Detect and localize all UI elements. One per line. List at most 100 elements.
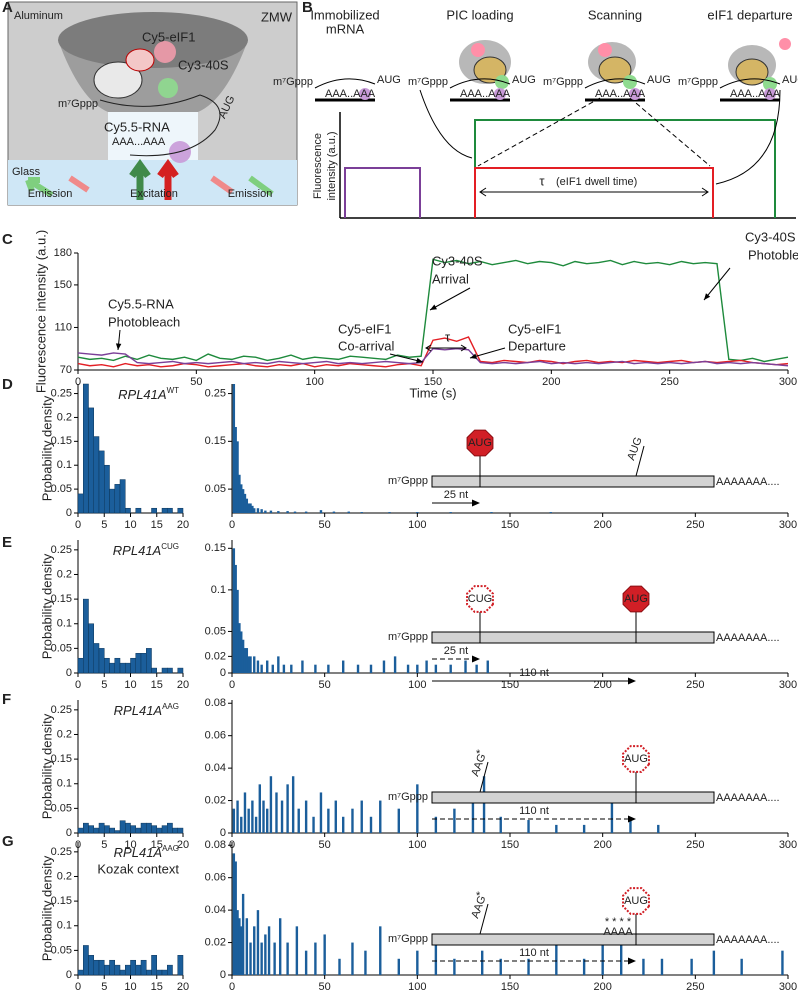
y-tick-label: 110 (54, 321, 72, 333)
site-mark: * (476, 748, 481, 760)
bar (161, 667, 168, 674)
bar (319, 792, 323, 833)
bar (140, 822, 147, 834)
annotation-arrow (429, 287, 471, 311)
site-label: AUG (468, 437, 492, 449)
bar (125, 822, 131, 834)
bar (482, 776, 486, 833)
y-tick-label: 0.15 (51, 895, 72, 907)
bar (135, 964, 142, 976)
bar (657, 824, 660, 833)
bar (177, 507, 184, 514)
bar (253, 656, 256, 673)
bar (397, 958, 400, 975)
bar (297, 808, 300, 833)
annotation: Cy5-eIF1 (508, 321, 561, 336)
distance-label: 110 nt (519, 667, 549, 679)
y-tick-label: 0.06 (205, 730, 226, 742)
y-tick-label: 0 (66, 827, 72, 839)
gene-label: RPL41AWT (118, 386, 179, 402)
bar (243, 792, 247, 833)
bar (555, 824, 558, 833)
x-tick-label: 50 (319, 679, 331, 691)
tail-label: AAAAAAA.... (716, 476, 780, 488)
bar (351, 808, 354, 833)
cy3-dye (158, 78, 178, 98)
site-label: AUG (624, 895, 648, 907)
bar (114, 657, 121, 674)
y-tick-label: 0.15 (205, 542, 226, 554)
bar (247, 503, 250, 513)
y-axis-label: Probability density (39, 395, 54, 501)
bar (342, 660, 345, 673)
bar (251, 505, 254, 513)
arrow-head (416, 357, 423, 364)
ribosome (93, 61, 143, 99)
site-label: AUG (624, 753, 648, 765)
trace (77, 336, 789, 368)
bar (364, 950, 367, 975)
y-tick-label: 0.25 (51, 387, 72, 399)
label: AAA..AAA (730, 88, 781, 100)
y-tick-label: 0.1 (57, 618, 72, 630)
x-tick-label: 100 (408, 679, 426, 691)
bar (238, 918, 241, 975)
bar (499, 816, 502, 833)
bar (130, 657, 136, 674)
bar (282, 664, 286, 673)
panel-label: E (2, 534, 12, 551)
bar (286, 784, 289, 833)
dye (629, 88, 641, 100)
bar (98, 450, 105, 514)
y-tick-label: 0.25 (205, 387, 226, 399)
dye (471, 43, 485, 57)
x-axis-label: elf1 dwell time (s) (459, 992, 560, 995)
dashed (629, 97, 711, 167)
gene-label: RPL41AAAG (114, 844, 179, 860)
series-label: Cy5.5-RNA (108, 296, 174, 311)
mrna (449, 78, 511, 89)
mrna-bar (431, 631, 715, 644)
bar (304, 800, 308, 833)
bar (241, 489, 245, 513)
bar (271, 664, 274, 673)
y-tick-label: 0.04 (205, 762, 226, 774)
bar (660, 958, 664, 975)
site-octagon (466, 429, 494, 457)
x-tick-label: 5 (101, 679, 107, 691)
arrow-head (628, 677, 636, 685)
dye (779, 38, 791, 50)
panel-b-art (339, 38, 796, 219)
bar (369, 816, 373, 833)
stage-title: eIF1 departure (707, 7, 792, 22)
x-tick-label: 15 (151, 839, 163, 851)
bar (249, 503, 252, 513)
x-tick-label: 15 (151, 519, 163, 531)
bar (93, 827, 100, 834)
bar (240, 631, 243, 673)
y-tick-label: 0.25 (51, 846, 72, 858)
bar (167, 667, 173, 674)
bar (629, 820, 632, 833)
bar (161, 969, 168, 976)
x-tick-label: 20 (177, 981, 189, 993)
x-tick-label: 10 (124, 519, 136, 531)
y-tick-label: 0.05 (205, 483, 226, 495)
mrna (584, 78, 646, 89)
gene-variant: AAG (162, 702, 179, 711)
bar (416, 512, 419, 513)
distance-label: 110 nt (519, 947, 549, 959)
bar (262, 800, 265, 833)
gene-name: RPL41A (113, 543, 161, 558)
x-tick-label: 50 (319, 981, 331, 993)
gene-variant: CUG (161, 542, 179, 551)
bar (98, 648, 105, 674)
bar (93, 436, 100, 514)
bar (251, 800, 254, 833)
y-axis-label: Fluorescence intensity (a.u.) (33, 230, 48, 393)
bar (104, 657, 110, 674)
bar (295, 926, 299, 975)
bar (232, 548, 236, 673)
bar (269, 510, 273, 513)
